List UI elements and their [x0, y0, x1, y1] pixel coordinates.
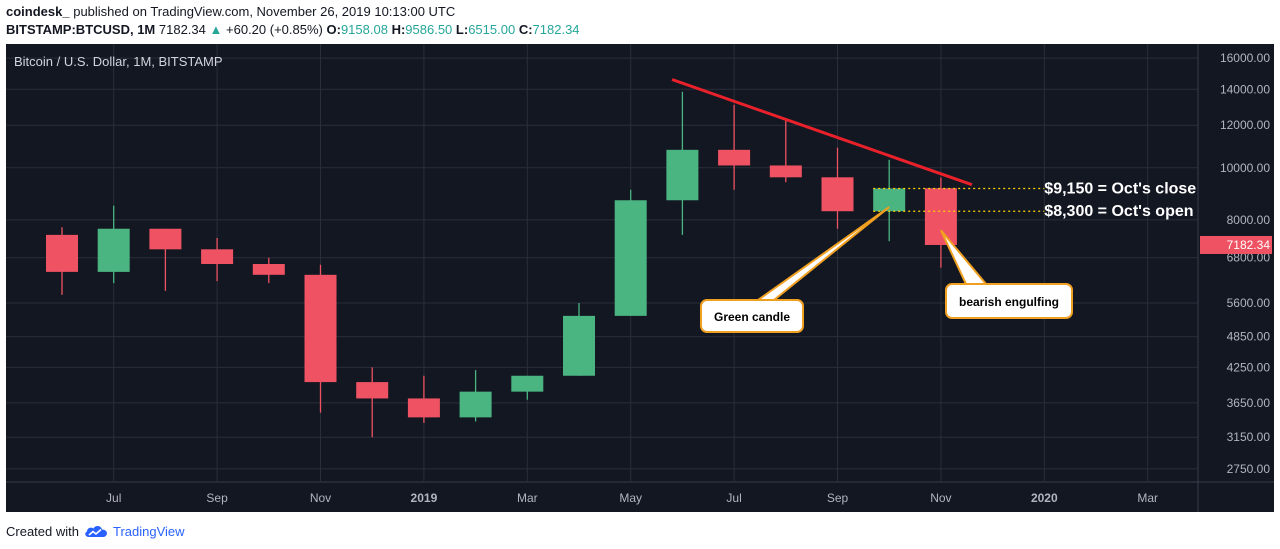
candle-body	[821, 177, 854, 212]
price-change: +60.20 (+0.85%)	[226, 22, 323, 37]
candle-body	[666, 149, 699, 201]
y-tick-label: 14000.00	[1220, 82, 1270, 96]
open-value: 9158.08	[340, 22, 388, 37]
y-tick-label: 8000.00	[1227, 213, 1271, 227]
y-tick-label: 2750.00	[1227, 462, 1271, 476]
candle-body	[459, 391, 492, 418]
y-tick-label: 16000.00	[1220, 51, 1270, 65]
candle-body	[873, 188, 906, 212]
x-tick-label: Mar	[517, 491, 538, 505]
low-value: 6515.00	[468, 22, 516, 37]
candlestick-chart[interactable]: 16000.00 14000.00 12000.00 10000.00 8000.00 6…	[6, 44, 1274, 512]
x-tick-label: Nov	[930, 491, 951, 505]
candle-body	[614, 200, 647, 316]
publish-info: published on TradingView.com, November 2…	[73, 4, 456, 19]
x-tick-label: Jul	[726, 491, 741, 505]
x-tick-label: Sep	[827, 491, 849, 505]
x-tick-label: Mar	[1137, 491, 1158, 505]
last-price: 7182.34	[158, 22, 206, 37]
footer: Created with TradingView	[6, 523, 185, 539]
chart-title: Bitcoin / U.S. Dollar, 1M, BITSTAMP	[14, 54, 223, 69]
tradingview-cloud-icon	[85, 525, 107, 537]
x-tick-label: 2019	[411, 491, 438, 505]
author-name[interactable]: coindesk_	[6, 4, 70, 19]
candle-body	[563, 315, 595, 376]
close-label: C:	[518, 22, 533, 37]
candle-body	[718, 149, 751, 166]
callout-text: bearish engulfing	[959, 295, 1059, 309]
last-price-label: 7182.34	[1227, 238, 1271, 252]
x-tick-label: Nov	[310, 491, 331, 505]
candle-body	[252, 263, 285, 275]
symbol-name: BITSTAMP:BTCUSD, 1M	[6, 22, 156, 37]
symbol-header: BITSTAMP:BTCUSD, 1M 7182.34 ▲ +60.20 (+0…	[6, 22, 580, 37]
candle-body	[149, 228, 182, 250]
open-label: O:	[326, 22, 341, 37]
y-tick-label: 3650.00	[1227, 396, 1271, 410]
price-level-label: $9,150 = Oct's close	[1044, 180, 1196, 197]
candle-body	[97, 228, 130, 272]
candle-body	[407, 398, 440, 418]
candle-body	[201, 249, 234, 264]
y-tick-label: 4850.00	[1227, 330, 1271, 344]
close-value: 7182.34	[532, 22, 580, 37]
callout-box	[945, 283, 1073, 319]
high-label: H:	[391, 22, 406, 37]
candle-body	[304, 274, 337, 383]
up-arrow-icon: ▲	[209, 22, 223, 37]
callout-text: Green candle	[714, 310, 790, 324]
candle-body	[356, 382, 389, 399]
y-tick-label: 4250.00	[1227, 360, 1271, 374]
candle-body	[924, 188, 957, 245]
high-value: 9586.50	[405, 22, 453, 37]
y-tick-label: 3150.00	[1227, 430, 1271, 444]
y-tick-label: 5600.00	[1227, 296, 1271, 310]
y-tick-label: 12000.00	[1220, 118, 1270, 132]
publish-header: coindesk_ published on TradingView.com, …	[6, 4, 455, 19]
callout-box	[700, 299, 804, 333]
price-level-label: $8,300 = Oct's open	[1044, 203, 1193, 220]
candle-body	[769, 165, 802, 178]
y-tick-label: 10000.00	[1220, 161, 1270, 175]
x-tick-label: Sep	[206, 491, 228, 505]
y-tick-label: 6800.00	[1227, 251, 1271, 265]
tradingview-brand[interactable]: TradingView	[112, 523, 185, 539]
x-tick-label: Jul	[106, 491, 121, 505]
last-price-marker	[1200, 235, 1272, 254]
candle-body	[46, 234, 78, 272]
footer-text: Created with	[6, 523, 79, 539]
x-tick-label: 2020	[1031, 491, 1058, 505]
low-label: L:	[455, 22, 469, 37]
resistance-trendline	[671, 78, 973, 187]
x-tick-label: May	[619, 491, 642, 505]
candle-body	[511, 375, 544, 392]
